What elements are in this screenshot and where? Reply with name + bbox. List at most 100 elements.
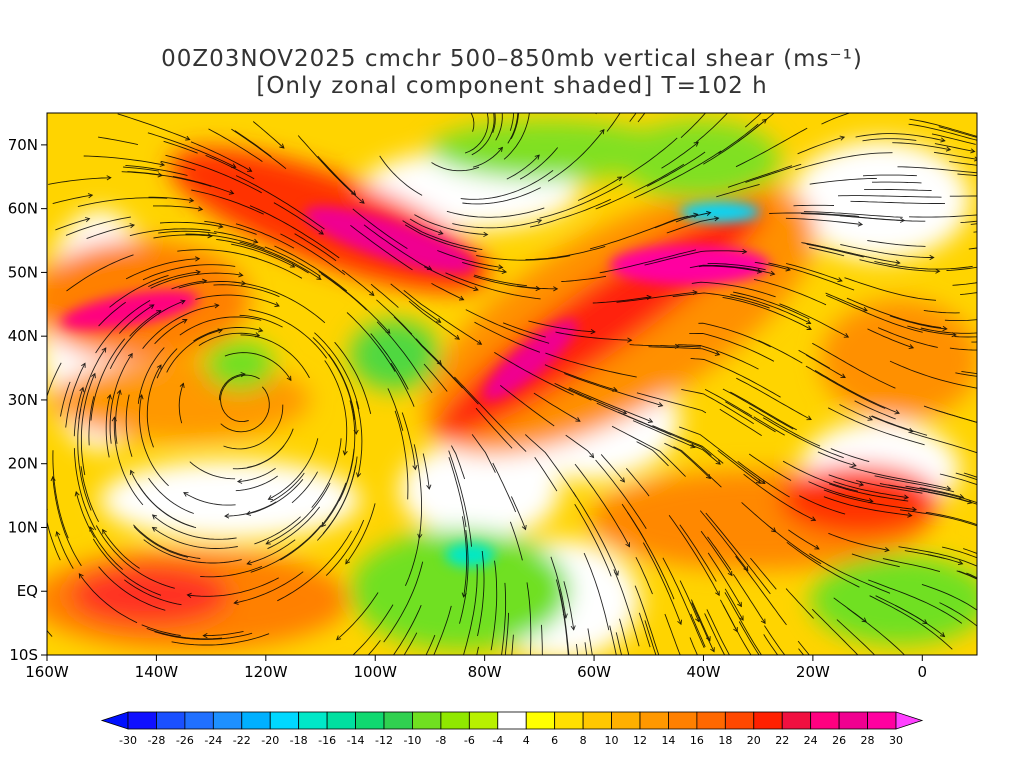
streamline <box>73 448 97 531</box>
streamline-arrow <box>186 592 192 598</box>
streamline <box>575 643 579 655</box>
streamline <box>743 473 816 521</box>
streamline-arrow <box>771 527 777 533</box>
streamline <box>80 373 96 476</box>
streamline <box>648 346 720 356</box>
streamline <box>758 339 803 364</box>
colorbar-label: -12 <box>375 734 393 747</box>
streamline <box>462 261 507 273</box>
streamline-arrow <box>674 343 681 349</box>
streamline <box>220 374 260 423</box>
streamline-arrow <box>714 216 720 222</box>
streamline <box>220 386 270 433</box>
streamline <box>839 404 873 421</box>
streamline <box>727 165 793 188</box>
streamline-arrow <box>589 453 595 459</box>
streamline <box>148 196 194 202</box>
streamline <box>352 604 394 655</box>
streamline <box>461 516 468 597</box>
streamline-arrow <box>286 375 292 382</box>
streamline <box>154 631 253 640</box>
streamline <box>346 312 396 372</box>
streamline <box>821 113 852 125</box>
streamline <box>78 573 138 624</box>
streamline <box>394 410 409 500</box>
streamline <box>393 316 463 389</box>
streamline <box>799 495 846 515</box>
streamline <box>534 457 558 492</box>
streamline <box>921 583 977 611</box>
streamline-arrow <box>727 570 733 577</box>
streamline <box>811 608 859 655</box>
streamline <box>801 242 877 260</box>
streamline <box>530 198 611 228</box>
lon-tick-label: 0 <box>918 663 928 681</box>
streamline <box>239 314 283 328</box>
streamline <box>899 509 977 527</box>
streamline-arrow <box>257 327 264 333</box>
streamline-arrow <box>959 493 965 499</box>
streamline <box>931 133 976 145</box>
streamline <box>939 473 977 486</box>
streamline <box>471 434 496 473</box>
streamline <box>445 272 541 300</box>
streamline <box>661 141 699 169</box>
streamline-arrow <box>106 175 112 181</box>
streamline-arrow <box>840 373 846 379</box>
streamline-arrow <box>179 382 185 388</box>
streamline-arrow <box>185 135 191 141</box>
streamline <box>592 296 651 304</box>
streamline <box>741 502 776 533</box>
streamline <box>47 629 53 637</box>
streamline-arrow <box>982 348 986 352</box>
streamline-arrow <box>679 656 683 661</box>
streamline <box>798 648 805 655</box>
shade-magenta-north-atlantic <box>610 245 770 285</box>
streamline-arrow <box>922 619 928 625</box>
streamline <box>475 407 513 449</box>
streamline-arrow <box>476 339 483 345</box>
streamline <box>961 370 977 375</box>
streamline <box>336 592 379 641</box>
colorbar-swatch <box>184 711 214 730</box>
streamline <box>115 390 121 444</box>
streamline-arrow <box>79 386 85 393</box>
streamline <box>541 624 543 655</box>
streamline-arrow <box>151 514 158 520</box>
streamline-arrow <box>980 221 984 225</box>
streamline <box>177 249 258 259</box>
streamline-arrow <box>625 542 630 548</box>
streamline <box>200 565 263 578</box>
colorbar-swatch <box>497 711 527 730</box>
streamline <box>451 445 466 480</box>
streamline <box>622 137 678 179</box>
colorbar-label: 14 <box>661 734 675 747</box>
streamline <box>829 483 909 502</box>
streamline-arrow <box>981 164 985 168</box>
streamline-arrow <box>207 233 213 239</box>
streamline <box>764 625 786 655</box>
colorbar-label: 28 <box>861 734 875 747</box>
streamline <box>867 328 914 349</box>
streamline <box>460 170 554 200</box>
streamline-arrow <box>743 566 749 572</box>
streamline <box>574 463 630 547</box>
streamline <box>874 260 973 270</box>
streamline-arrow <box>761 118 768 124</box>
streamline <box>47 362 62 397</box>
streamline <box>846 297 942 329</box>
streamline <box>470 113 475 132</box>
streamline <box>805 365 886 409</box>
shade-orange-europe <box>820 300 977 420</box>
streamline <box>625 468 650 497</box>
streamline <box>803 211 903 218</box>
streamline <box>808 481 873 502</box>
streamline <box>737 118 767 142</box>
streamline <box>909 431 977 454</box>
streamline-arrow <box>742 248 748 255</box>
colorbar-swatch <box>412 711 442 730</box>
streamline-arrow <box>755 478 762 484</box>
streamline <box>716 183 760 198</box>
streamline <box>198 332 260 346</box>
